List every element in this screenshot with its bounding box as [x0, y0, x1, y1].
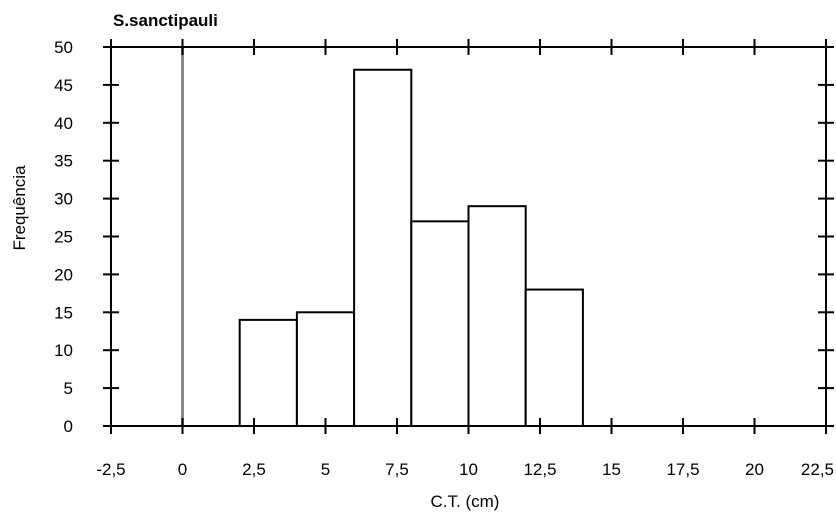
- x-tick-label: 12,5: [523, 460, 556, 479]
- histogram-bar-1: [238, 318, 298, 428]
- y-tick-label: 25: [54, 228, 73, 247]
- y-tick-label: 15: [54, 303, 73, 322]
- histogram-bar-2: [295, 311, 356, 427]
- chart-title: S.sanctipauli: [113, 11, 218, 30]
- x-tick-label: 22,5: [801, 460, 834, 479]
- x-tick-label: 15: [602, 460, 621, 479]
- y-tick-labels: 0 5 10 15 20 25 30 35 40 45 50: [54, 38, 73, 436]
- y-tick-label: 5: [64, 379, 73, 398]
- x-tick-label: 20: [745, 460, 764, 479]
- x-axis-title: C.T. (cm): [431, 492, 500, 511]
- bars-group: [238, 68, 584, 428]
- x-tick-label: 2,5: [242, 460, 266, 479]
- y-tick-label: 20: [54, 265, 73, 284]
- histogram-bar-6: [524, 288, 584, 427]
- histogram-bar-3: [353, 68, 413, 428]
- x-tick-label: 10: [459, 460, 478, 479]
- histogram-bar-4: [410, 220, 470, 427]
- x-tick-label: 7,5: [385, 460, 409, 479]
- ticks-group: [103, 39, 834, 434]
- y-tick-label: 30: [54, 190, 73, 209]
- y-tick-label: 35: [54, 152, 73, 171]
- x-tick-label: -2,5: [96, 460, 125, 479]
- x-tick-labels: -2,5 0 2,5 5 7,5 10 12,5 15 17,5 20 22,5: [96, 460, 834, 479]
- y-tick-label: 10: [54, 341, 73, 360]
- y-tick-label: 45: [54, 76, 73, 95]
- histogram-bar-5: [467, 205, 527, 427]
- y-tick-label: 40: [54, 114, 73, 133]
- x-tick-label: 17,5: [666, 460, 699, 479]
- y-tick-label: 0: [64, 417, 73, 436]
- y-tick-label: 50: [54, 38, 73, 57]
- x-tick-label: 5: [321, 460, 330, 479]
- y-axis-title: Frequência: [10, 165, 29, 251]
- x-tick-label: 0: [178, 460, 187, 479]
